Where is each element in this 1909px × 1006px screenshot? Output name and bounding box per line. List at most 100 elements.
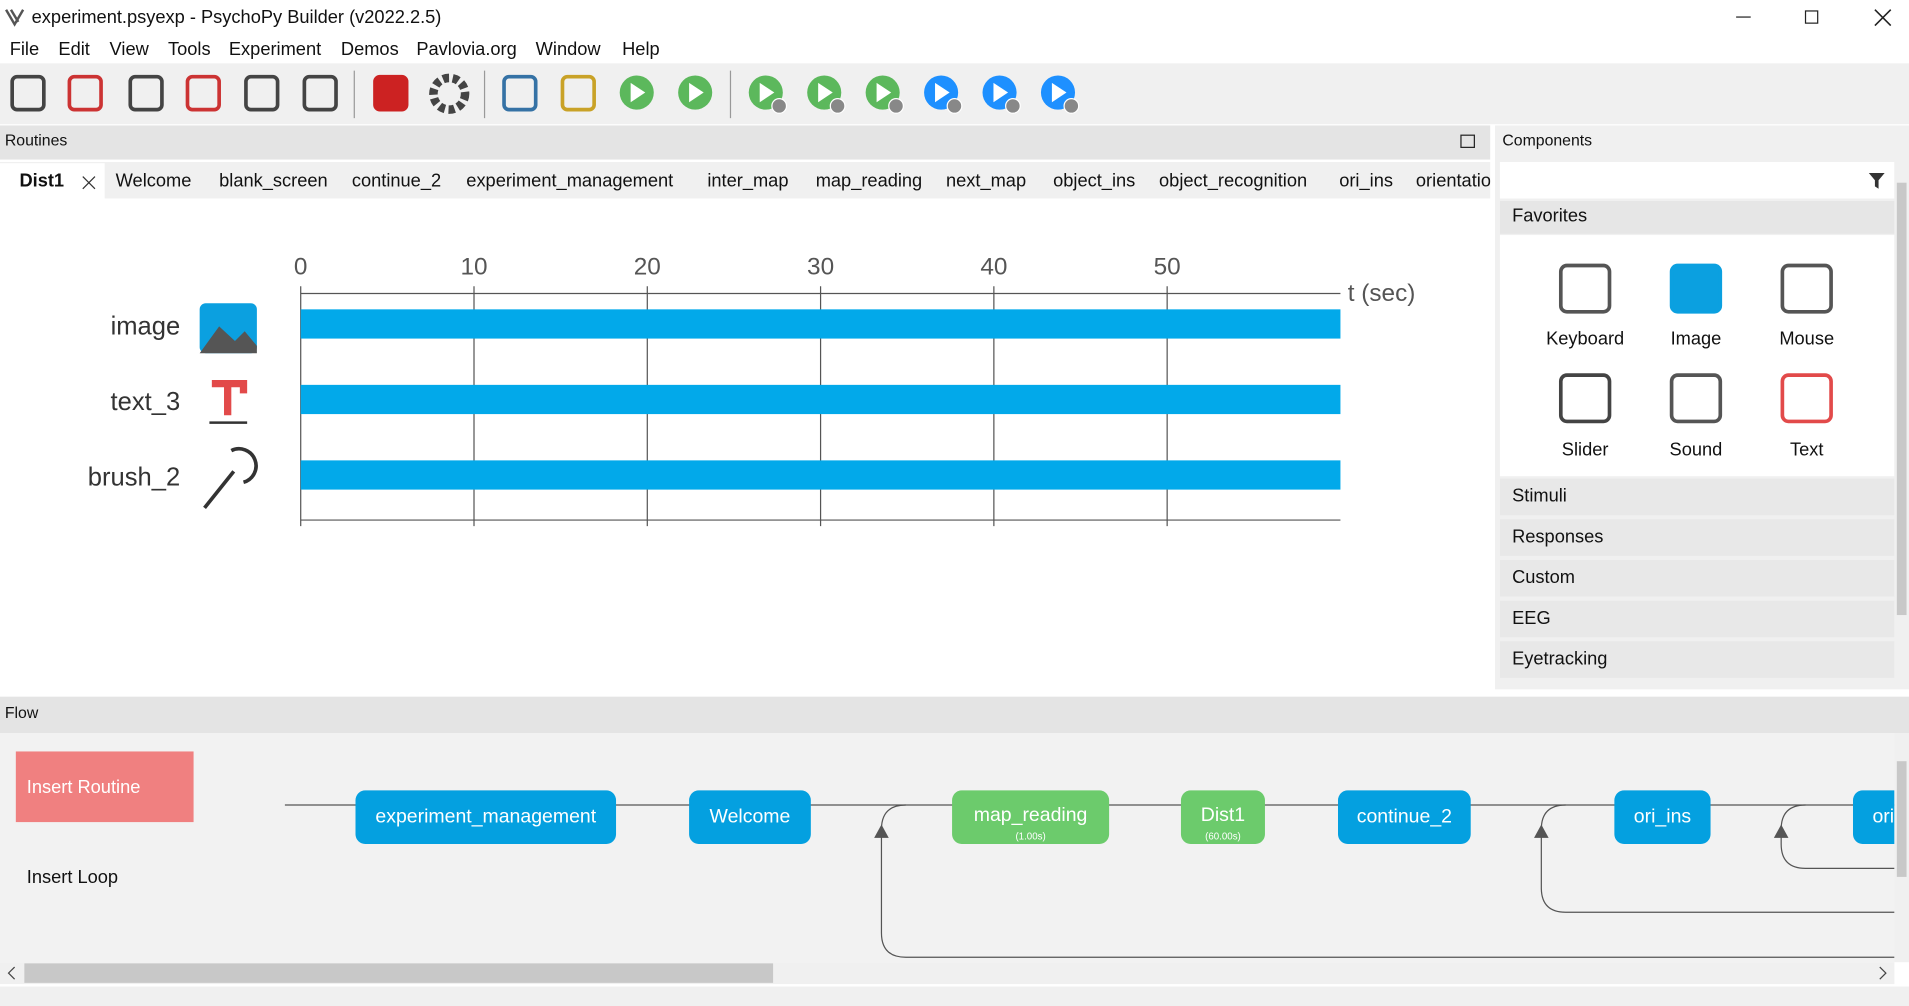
toolbar-glyph — [818, 82, 833, 103]
loop-arrow — [1534, 824, 1549, 838]
flow-diagram: experiment_management Welcome map_reading (… — [284, 790, 1909, 958]
section-header[interactable] — [1499, 641, 1895, 678]
flow-vscroll-thumb[interactable] — [1896, 761, 1907, 877]
toolbar-button[interactable] — [244, 74, 280, 112]
flow-routine-label[interactable]: continue_2 — [1357, 805, 1452, 827]
toolbar-button[interactable] — [302, 74, 338, 112]
routine-tab[interactable]: orientation — [1416, 169, 1501, 190]
toolbar-glyph — [935, 82, 950, 103]
flow-routine-label[interactable]: map_reading — [974, 804, 1088, 826]
toolbar-button[interactable] — [373, 74, 409, 112]
menu-item[interactable]: Help — [622, 38, 660, 59]
tab-close[interactable] — [82, 176, 96, 190]
flow-header — [0, 696, 1909, 734]
flow-routine-label[interactable]: Welcome — [710, 805, 791, 827]
menu-item[interactable]: View — [110, 38, 150, 59]
toolbar-glyph — [759, 82, 775, 103]
menu-item[interactable]: Window — [536, 38, 602, 59]
favorites-title[interactable]: Favorites — [1512, 205, 1587, 226]
restore[interactable] — [1804, 10, 1819, 24]
loop[interactable] — [1780, 804, 1909, 869]
component-button[interactable]: Slider — [1562, 438, 1609, 459]
menu-item[interactable]: Edit — [58, 38, 89, 59]
component-name[interactable]: brush_2 — [88, 463, 180, 491]
flow-routine[interactable] — [355, 790, 617, 845]
flow-routine[interactable] — [952, 790, 1110, 845]
routine-tab[interactable]: map_reading — [816, 169, 923, 191]
flow-routine-label[interactable]: ori_ins — [1634, 805, 1692, 827]
timeline-canvas — [0, 198, 1491, 690]
flow-routine-label[interactable]: orientation — [1872, 805, 1909, 827]
flow-routine[interactable] — [1852, 790, 1909, 845]
flow-routine[interactable] — [1614, 790, 1711, 845]
toolbar-button[interactable] — [128, 74, 164, 112]
routine-tab[interactable]: object_recognition — [1159, 169, 1307, 191]
insert-routine[interactable] — [15, 751, 194, 823]
menu-item[interactable]: Experiment — [229, 38, 321, 59]
routine-tab[interactable]: Dist1 — [19, 169, 64, 190]
flow-hscroll-thumb[interactable] — [24, 963, 774, 983]
section-header[interactable] — [1499, 559, 1895, 597]
flow-routine[interactable] — [689, 790, 811, 845]
maximize-button[interactable] — [1460, 134, 1475, 148]
section-title: Stimuli — [1512, 485, 1567, 506]
loop[interactable] — [1540, 804, 1909, 913]
routine-tab[interactable]: Welcome — [116, 169, 192, 190]
component-icon[interactable] — [1780, 263, 1833, 314]
routine-tab[interactable]: next_map — [946, 169, 1026, 191]
section-header[interactable] — [1499, 600, 1895, 638]
menu-item[interactable]: Pavlovia.org — [416, 38, 516, 59]
routine-tab[interactable]: blank_screen — [219, 169, 328, 191]
menu-item[interactable]: Demos — [341, 38, 399, 59]
time-tick-label: 0 — [294, 253, 308, 280]
component-icon[interactable] — [1669, 373, 1723, 424]
text-icon — [211, 379, 248, 416]
scroll-left[interactable] — [7, 966, 16, 980]
components-scroll-thumb[interactable] — [1896, 182, 1907, 616]
filter-icon[interactable] — [1868, 172, 1885, 189]
scroll-right[interactable] — [1879, 966, 1887, 980]
toolbar-button[interactable] — [185, 74, 221, 112]
component-button[interactable]: Sound — [1670, 438, 1723, 459]
insert-routine-label[interactable]: Insert Routine — [27, 776, 141, 797]
component-button[interactable]: Mouse — [1779, 328, 1834, 349]
component-button[interactable]: Text — [1790, 438, 1823, 459]
routine-tab[interactable]: continue_2 — [352, 169, 441, 191]
close[interactable] — [1874, 9, 1892, 27]
component-icon[interactable] — [1780, 373, 1833, 424]
component-icon[interactable] — [1669, 263, 1723, 314]
loop[interactable] — [880, 804, 1909, 958]
tabs: Dist1 Welcome blank_screen continue_2 experi… — [19, 169, 1501, 191]
routine-tab[interactable]: object_ins — [1053, 169, 1135, 191]
window-title: experiment.psyexp - PsychoPy Builder (v2… — [32, 6, 442, 27]
routine-tab[interactable]: experiment_management — [466, 169, 673, 191]
toolbar-button[interactable] — [10, 74, 46, 112]
component-icon[interactable] — [1558, 263, 1612, 314]
component-icon[interactable] — [1558, 373, 1612, 424]
section-header[interactable] — [1499, 478, 1895, 516]
toolbar-glyph — [876, 82, 892, 103]
favorites-header — [1499, 200, 1895, 234]
section-header[interactable] — [1499, 519, 1895, 556]
component-name[interactable]: text_3 — [111, 388, 181, 416]
component-button[interactable]: Keyboard — [1546, 328, 1624, 349]
flow-routine[interactable] — [1338, 790, 1471, 845]
toolbar-button[interactable] — [560, 74, 596, 112]
routine-tab[interactable]: ori_ins — [1339, 169, 1393, 191]
menu-item[interactable]: File — [10, 38, 39, 59]
toolbar-button[interactable] — [429, 73, 470, 114]
toolbar-button[interactable] — [67, 74, 103, 112]
flow-routine-label[interactable]: experiment_management — [375, 805, 596, 827]
toolbar-button[interactable] — [502, 74, 538, 112]
component-bar — [300, 309, 1341, 339]
flow-routine[interactable] — [1180, 790, 1265, 845]
component-name[interactable]: image — [111, 312, 181, 340]
menu-item[interactable]: Tools — [168, 38, 211, 59]
flow-routine-duration: (1.00s) — [1015, 831, 1045, 842]
insert-loop-label[interactable]: Insert Loop — [27, 866, 118, 887]
component-button[interactable]: Image — [1671, 328, 1722, 349]
routine-tab[interactable]: inter_map — [707, 169, 788, 191]
flow-routine-label[interactable]: Dist1 — [1201, 804, 1245, 826]
toolbar-glyph — [1051, 82, 1067, 103]
